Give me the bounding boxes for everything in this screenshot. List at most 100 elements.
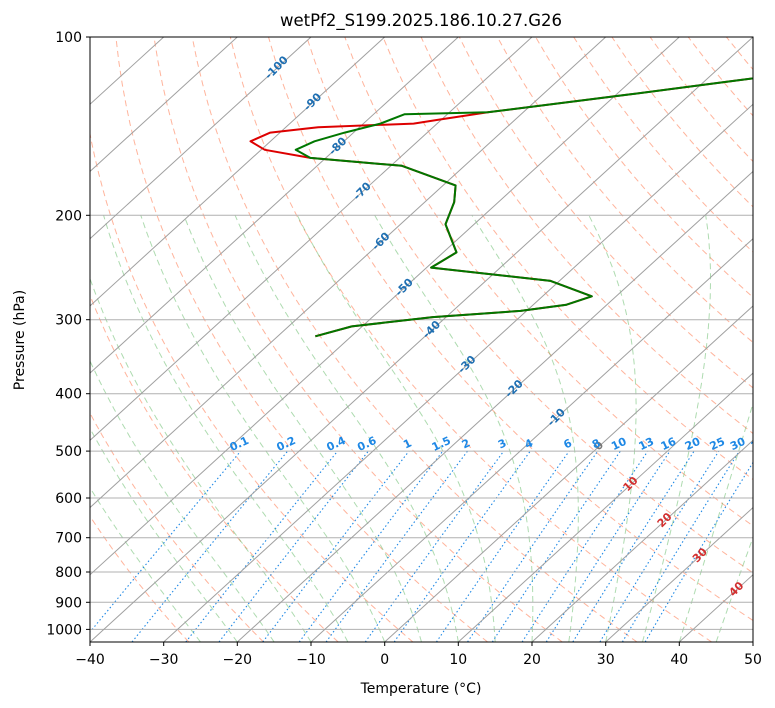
moist-adiabat-line (234, 215, 459, 642)
isotherm-line (236, 170, 753, 642)
isotherm-line (163, 103, 753, 642)
dry-adiabat-line (765, 37, 775, 642)
mixing-ratio-label: 6 (562, 436, 575, 451)
mixing-ratio-line (491, 450, 621, 642)
background-lines (90, 37, 775, 642)
x-axis-ticks: −40 −30 −20 −10 0 10 20 30 40 50 (75, 642, 762, 668)
mixing-ratio-line (521, 450, 649, 642)
y-tick-label: 500 (55, 444, 82, 460)
mixing-ratio-line (364, 450, 505, 642)
mixing-ratio-line (298, 450, 444, 642)
y-tick-label: 1000 (46, 622, 82, 638)
profile-line-2 (294, 77, 753, 338)
x-tick-label: −10 (296, 652, 326, 668)
isotherm-line (90, 37, 533, 442)
dry-adiabat-line (153, 37, 563, 642)
dry-adiabat-line (306, 37, 753, 574)
isotherm-line (90, 37, 459, 374)
moist-adiabat-line (90, 277, 312, 642)
moist-adiabat-line (642, 215, 711, 642)
x-tick-label: −20 (223, 652, 253, 668)
x-tick-label: 30 (597, 652, 615, 668)
mixing-ratio-line (325, 450, 468, 642)
dry-adiabat-line (90, 412, 264, 642)
isotherm-line (310, 237, 753, 642)
chart-title: wetPf2_S199.2025.186.10.27.G26 (280, 11, 562, 31)
y-tick-label: 400 (55, 387, 82, 403)
mixing-ratio-line (90, 450, 242, 633)
x-axis-label: Temperature (°C) (360, 681, 482, 697)
moist-adiabat-line (103, 215, 349, 642)
mixing-ratio-label: 20 (683, 435, 703, 453)
mixing-ratio-line (467, 450, 599, 642)
dry-adiabat-line (573, 37, 753, 253)
mixing-ratio-label: 10 (609, 435, 629, 453)
mixing-ratio-label: 3 (496, 436, 508, 451)
dry-adiabat-line (420, 37, 753, 435)
mixing-ratio-label: 2 (460, 436, 472, 451)
y-axis-ticks: 100 200 300 400 500 600 700 800 900 1000 (46, 30, 90, 638)
dry-adiabat-line (90, 131, 414, 642)
isotherm-line (752, 641, 753, 642)
y-tick-label: 300 (55, 313, 82, 329)
isotherm-label: -100 (262, 53, 291, 82)
x-tick-label: 10 (449, 652, 467, 668)
isotherm-line (90, 37, 238, 173)
dry-adiabat-line (726, 37, 753, 71)
y-tick-label: 100 (55, 30, 82, 46)
y-tick-label: 800 (55, 565, 82, 581)
y-tick-label: 200 (55, 208, 82, 224)
y-tick-label: 900 (55, 595, 82, 611)
moist-adiabat-line (296, 215, 496, 642)
dry-adiabat-line (90, 515, 190, 642)
mixing-ratio-label: 16 (659, 435, 679, 453)
dry-adiabat-line (649, 37, 753, 163)
sounding-profiles (249, 77, 753, 338)
moist-adiabat-line (183, 215, 422, 642)
x-tick-label: 20 (523, 652, 541, 668)
moist-adiabat-line (374, 215, 534, 642)
isotherm-line (384, 305, 753, 642)
dry-adiabat-line (268, 37, 753, 622)
mixing-ratio-line (435, 450, 570, 642)
mixing-ratio-label: 25 (708, 435, 727, 453)
y-tick-label: 600 (55, 491, 82, 507)
isotherm-line (90, 37, 753, 642)
x-tick-label: 50 (744, 652, 762, 668)
dry-adiabat-line (191, 37, 638, 642)
plot-frame (89, 36, 754, 643)
moist-adiabat-line (90, 359, 275, 642)
isotherm-grid (90, 37, 753, 642)
y-axis-label: Pressure (hPa) (12, 290, 28, 390)
dry-adiabat-line (496, 37, 753, 344)
dry-adiabat-line (344, 37, 753, 527)
mixing-ratio-line (621, 450, 740, 642)
dry-adiabat-line (535, 37, 753, 298)
dry-adiabat-line (382, 37, 753, 481)
isotherm-line (90, 37, 386, 307)
x-tick-label: −40 (75, 652, 105, 668)
moist-adiabat-line (90, 486, 201, 642)
x-tick-label: 40 (670, 652, 688, 668)
mixing-ratio-line (262, 450, 410, 642)
mixing-ratio-line (131, 450, 289, 642)
mixing-ratio-line (545, 450, 671, 642)
pressure-grid (90, 37, 753, 630)
mixing-ratio-label: 1 (401, 436, 413, 451)
moist-adiabat-line (588, 215, 637, 642)
mixing-ratio-line (218, 450, 369, 642)
isotherm-line (531, 439, 753, 642)
x-tick-label: −30 (149, 652, 179, 668)
mixing-ratio-label: 36 (749, 435, 769, 453)
moist-adiabat-line (471, 215, 579, 642)
moist-adiabat-line (140, 215, 386, 642)
mixing-ratio-label: 30 (728, 435, 748, 453)
x-tick-label: 0 (380, 652, 389, 668)
isotherm-line (90, 37, 312, 240)
mixing-ratio-label: 13 (637, 435, 656, 453)
y-tick-label: 700 (55, 531, 82, 547)
isotherm-line (90, 37, 680, 576)
moist-adiabat-line (90, 427, 238, 642)
dry-adiabat-line (115, 37, 488, 642)
